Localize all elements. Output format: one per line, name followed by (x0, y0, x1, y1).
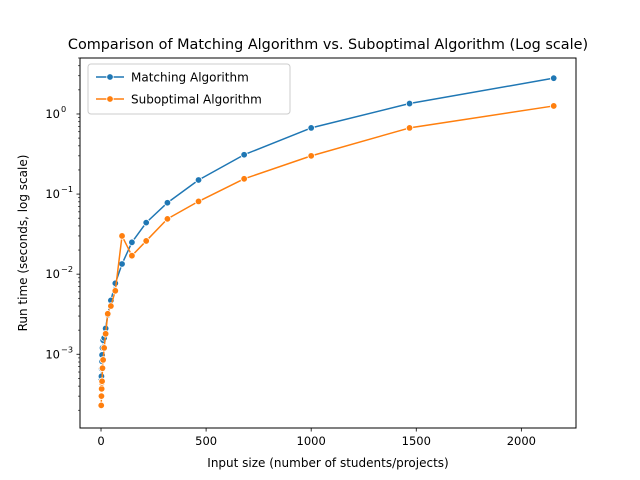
series-layer (97, 74, 558, 410)
data-point (240, 151, 248, 159)
y-tick-exponent: −1 (61, 184, 73, 194)
legend: Matching Algorithm Suboptimal Algorithm (87, 63, 291, 115)
series-1 (97, 102, 558, 410)
data-point (405, 124, 414, 132)
chart-title: Comparison of Matching Algorithm vs. Sub… (68, 37, 588, 53)
data-point (142, 218, 150, 227)
data-point (194, 197, 203, 206)
legend-items: Matching Algorithm Suboptimal Algorithm (96, 71, 262, 107)
y-tick-base: 10 (45, 267, 60, 281)
y-tick-base: 10 (45, 107, 60, 121)
data-point (99, 356, 107, 364)
data-point (163, 215, 172, 223)
data-point (128, 238, 136, 246)
y-tick-exponent: 0 (61, 104, 66, 114)
data-point (98, 364, 107, 372)
data-point (307, 152, 315, 160)
x-axis-label: Input size (number of students/projects) (207, 456, 448, 470)
legend-swatch-marker (106, 73, 114, 81)
axes-frame (79, 57, 577, 429)
data-point (97, 401, 105, 410)
data-point (98, 377, 106, 385)
x-tick-label: 0 (97, 434, 104, 448)
data-point (100, 344, 108, 352)
legend-box (87, 63, 291, 115)
data-point (118, 232, 126, 240)
x-tick-label: 500 (195, 434, 217, 448)
data-point (194, 176, 203, 184)
y-tick-label: 10 (45, 267, 60, 281)
x-axis: 0 500 1000 1500 2000 (97, 428, 536, 448)
y-tick-label: 10 (45, 187, 60, 201)
data-point (240, 175, 248, 183)
y-tick-label: 10 (45, 347, 60, 361)
x-tick-label: 2000 (507, 434, 536, 448)
y-tick-exponent: −2 (61, 264, 73, 274)
x-tick-label: 1000 (297, 434, 326, 448)
data-point (101, 330, 110, 338)
data-point (97, 392, 106, 400)
plot-area (79, 57, 577, 429)
y-tick-exponent: −3 (61, 344, 73, 354)
data-point (128, 252, 136, 260)
x-tick-label: 1500 (402, 434, 431, 448)
y-tick-label: 10 (45, 107, 60, 121)
data-point (550, 102, 558, 110)
data-point (307, 124, 315, 132)
data-point (163, 199, 172, 207)
data-point (104, 310, 112, 318)
y-tick-base: 10 (45, 187, 60, 201)
y-tick-base: 10 (45, 347, 60, 361)
y-axis-label: Run time (seconds, log scale) (16, 155, 30, 332)
data-point (107, 302, 115, 310)
legend-label: Matching Algorithm (131, 71, 249, 85)
data-point (405, 99, 414, 108)
data-point (111, 287, 120, 295)
data-point (550, 74, 558, 82)
data-point (118, 260, 126, 268)
data-point (97, 385, 106, 393)
legend-label: Suboptimal Algorithm (131, 93, 262, 107)
legend-swatch-marker (106, 95, 114, 103)
data-point (142, 237, 150, 245)
